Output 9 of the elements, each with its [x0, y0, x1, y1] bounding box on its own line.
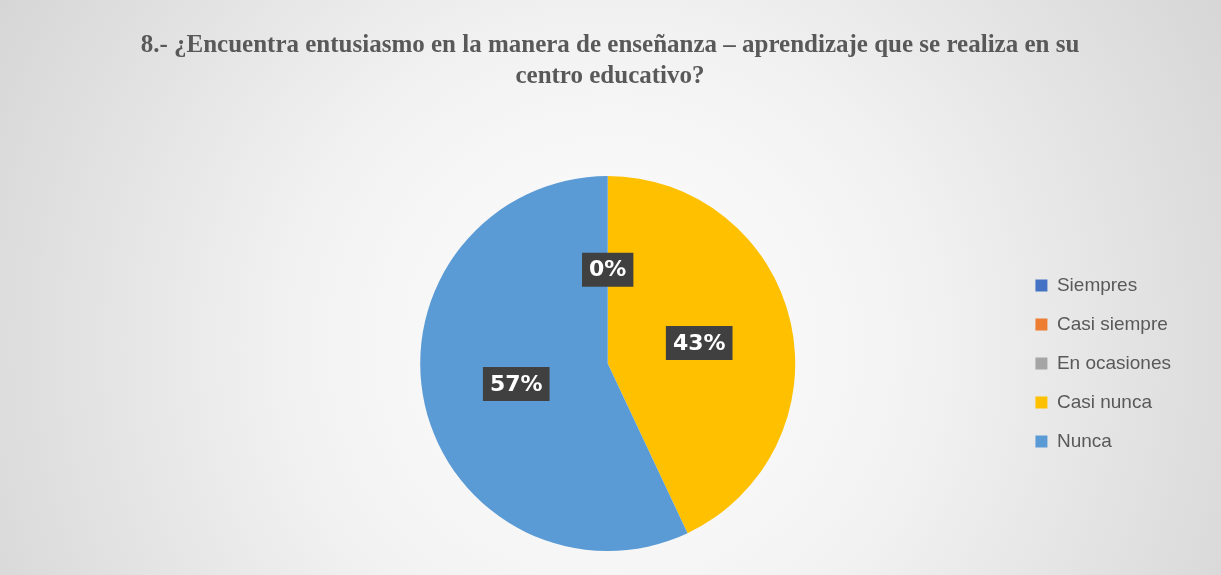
- legend-label: Siempres: [1056, 273, 1138, 295]
- legend-label: Nunca: [1056, 429, 1113, 451]
- text: 0%: [589, 256, 627, 282]
- data-label: 57%: [489, 370, 543, 396]
- legend-label: Casi siempre: [1056, 312, 1168, 334]
- data-label: 43%: [672, 329, 726, 355]
- legend-label: En ocasiones: [1056, 351, 1171, 373]
- legend-label: Casi nunca: [1056, 390, 1153, 412]
- chart-title: 8.- ¿Encuentra entusiasmo en la manera de enseñanza – aprendizaje que se realiza en su centro educativo?: [139, 29, 1081, 90]
